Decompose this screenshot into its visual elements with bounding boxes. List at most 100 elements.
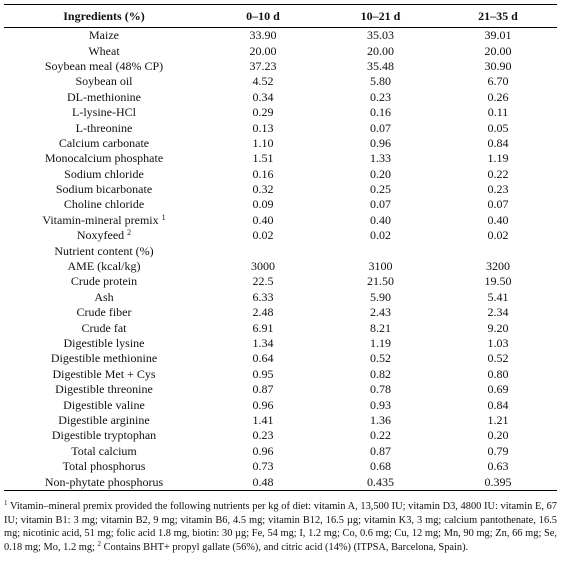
value-cell: 3100 (368, 259, 393, 274)
footnote-marker-1: 1 (4, 499, 8, 507)
table-row: Crude protein 22.5 21.50 19.50 (4, 274, 557, 289)
table-row: AME (kcal/kg) 3000 3100 3200 (4, 259, 557, 274)
value-cell: 20.00 (367, 43, 394, 58)
row-label-cell: Calcium carbonate (4, 136, 204, 151)
value-cell: 0.40 (370, 212, 391, 227)
value-cell: 20.00 (249, 43, 277, 58)
row-label: Vitamin-mineral premix (42, 212, 159, 227)
value-cell (204, 243, 322, 258)
value-cell: 0.96 (370, 135, 391, 150)
header-period-21-35: 21–35 d (439, 4, 557, 28)
value-cell: 3000 (251, 259, 275, 274)
value-cell: 0.22 (370, 428, 391, 443)
value-cell: 33.90 (249, 28, 277, 43)
value-cell: 0.07 (370, 120, 391, 135)
table-row: Digestible tryptophan 0.23 0.22 0.20 (4, 428, 557, 443)
value-cell: 0.02 (487, 228, 509, 243)
value-cell: 2.43 (370, 305, 391, 320)
table-row: Non-phytate phosphorus 0.48 0.435 0.395 (4, 474, 557, 491)
row-label: Non-phytate phosphorus (44, 474, 164, 489)
value-cell: 1.10 (252, 135, 274, 150)
value-cell: 5.80 (370, 74, 391, 89)
value-cell: 0.02 (370, 228, 391, 243)
value-cell: 0.79 (487, 443, 509, 458)
row-label: Crude fat (81, 320, 127, 335)
row-label-cell: Total phosphorus (4, 459, 204, 474)
table-header-row: Ingredients (%) 0–10 d 10–21 d 21–35 d (4, 4, 557, 28)
value-cell: 5.41 (487, 289, 509, 304)
table-row: Wheat 20.00 20.00 20.00 (4, 43, 557, 58)
row-label-cell: Crude fiber (4, 305, 204, 320)
value-cell: 0.23 (252, 428, 274, 443)
table-row: Crude fiber 2.48 2.43 2.34 (4, 305, 557, 320)
value-cell: 6.70 (487, 74, 509, 89)
value-cell: 1.41 (252, 412, 274, 427)
row-label-cell: Total calcium (4, 444, 204, 459)
value-cell: 0.69 (487, 382, 509, 397)
value-cell: 0.87 (252, 382, 274, 397)
value-cell: 0.52 (487, 351, 509, 366)
row-label-cell: Digestible arginine (4, 413, 204, 428)
value-cell: 35.48 (367, 58, 394, 73)
row-label: Digestible arginine (58, 412, 150, 427)
value-cell: 20.00 (484, 43, 512, 58)
row-label-cell: Wheat (4, 43, 204, 58)
row-label-cell: Nutrient content (%) (4, 243, 204, 258)
header-ingredients: Ingredients (%) (4, 4, 204, 28)
row-label-cell: Digestible Met + Cys (4, 367, 204, 382)
header-period-0-10: 0–10 d (204, 4, 322, 28)
value-cell: 0.93 (370, 397, 391, 412)
value-cell: 0.05 (487, 120, 509, 135)
row-label: Digestible Met + Cys (52, 366, 156, 381)
table-row: Crude fat 6.91 8.21 9.20 (4, 320, 557, 335)
row-label-cell: Soybean meal (48% CP) (4, 59, 204, 74)
row-label: Digestible lysine (63, 336, 145, 350)
row-label: Total calcium (71, 443, 137, 458)
row-label-cell: Monocalcium phosphate (4, 151, 204, 166)
value-cell: 0.09 (252, 197, 274, 212)
row-label-cell: L-threonine (4, 120, 204, 135)
table-row: DL-methionine 0.34 0.23 0.26 (4, 90, 557, 105)
row-label-cell: Crude protein (4, 274, 204, 289)
value-cell: 35.03 (367, 28, 394, 43)
value-cell: 0.78 (370, 382, 391, 397)
row-label-cell: Sodium chloride (4, 167, 204, 182)
value-cell: 0.34 (252, 89, 274, 104)
value-cell: 0.11 (487, 105, 509, 120)
footnote-text-2: Contains BHT+ propyl gallate (56%), and … (101, 541, 469, 553)
value-cell: 0.07 (370, 197, 391, 212)
row-label-cell: DL-methionine (4, 90, 204, 105)
row-label: Crude protein (70, 274, 138, 289)
value-cell: 8.21 (370, 320, 391, 335)
value-cell: 1.21 (487, 412, 509, 427)
row-label-cell: Digestible valine (4, 397, 204, 412)
table-row: Calcium carbonate 1.10 0.96 0.84 (4, 136, 557, 151)
table-row: Total calcium 0.96 0.87 0.79 (4, 444, 557, 459)
value-cell: 6.33 (252, 289, 274, 304)
value-cell: 0.82 (370, 366, 391, 381)
table-row: Total phosphorus 0.73 0.68 0.63 (4, 459, 557, 474)
value-cell: 0.22 (487, 166, 509, 181)
value-cell: 0.73 (252, 459, 274, 474)
value-cell: 0.48 (204, 474, 322, 491)
row-label: Sodium chloride (64, 166, 144, 181)
value-cell: 1.19 (487, 151, 509, 166)
table-row: Vitamin-mineral premix 1 0.40 0.40 0.40 (4, 213, 557, 228)
row-label: Total phosphorus (62, 459, 146, 474)
value-cell: 0.16 (252, 166, 274, 181)
table-row: Choline chloride 0.09 0.07 0.07 (4, 197, 557, 212)
value-cell: 0.63 (487, 459, 509, 474)
value-cell: 0.40 (252, 212, 274, 227)
table-row: Monocalcium phosphate 1.51 1.33 1.19 (4, 151, 557, 166)
row-label: AME (kcal/kg) (67, 259, 141, 274)
table-row: L-lysine-HCl 0.29 0.16 0.11 (4, 105, 557, 120)
row-label-cell: Digestible lysine (4, 336, 204, 351)
row-label-cell: Maize (4, 28, 204, 44)
row-label-cell: L-lysine-HCl (4, 105, 204, 120)
value-cell: 30.90 (484, 58, 512, 73)
value-cell: 6.91 (252, 320, 274, 335)
value-cell: 2.48 (252, 305, 274, 320)
row-label-cell: Soybean oil (4, 74, 204, 89)
value-cell: 1.19 (370, 336, 391, 350)
row-label-cell: Vitamin-mineral premix 1 (4, 213, 204, 228)
